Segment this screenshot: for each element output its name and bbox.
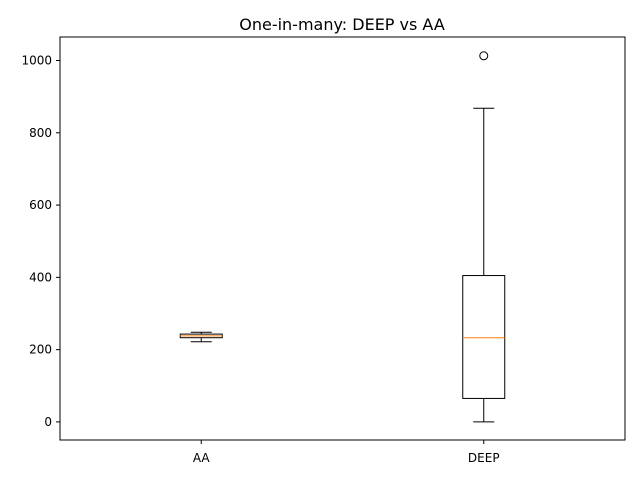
y-tick-label: 600 (29, 198, 52, 212)
box-deep-outlier-point (479, 51, 489, 61)
y-tick-label: 0 (44, 415, 52, 429)
box-deep-iqr-box (462, 275, 506, 399)
x-tick-label: AA (193, 451, 211, 465)
y-tick-label: 800 (29, 126, 52, 140)
x-tick-label: DEEP (468, 451, 500, 465)
chart-title: One-in-many: DEEP vs AA (239, 15, 445, 34)
y-tick-label: 200 (29, 343, 52, 357)
y-tick-label: 400 (29, 270, 52, 284)
y-tick-label: 1000 (21, 53, 52, 67)
plot-frame (59, 36, 626, 441)
